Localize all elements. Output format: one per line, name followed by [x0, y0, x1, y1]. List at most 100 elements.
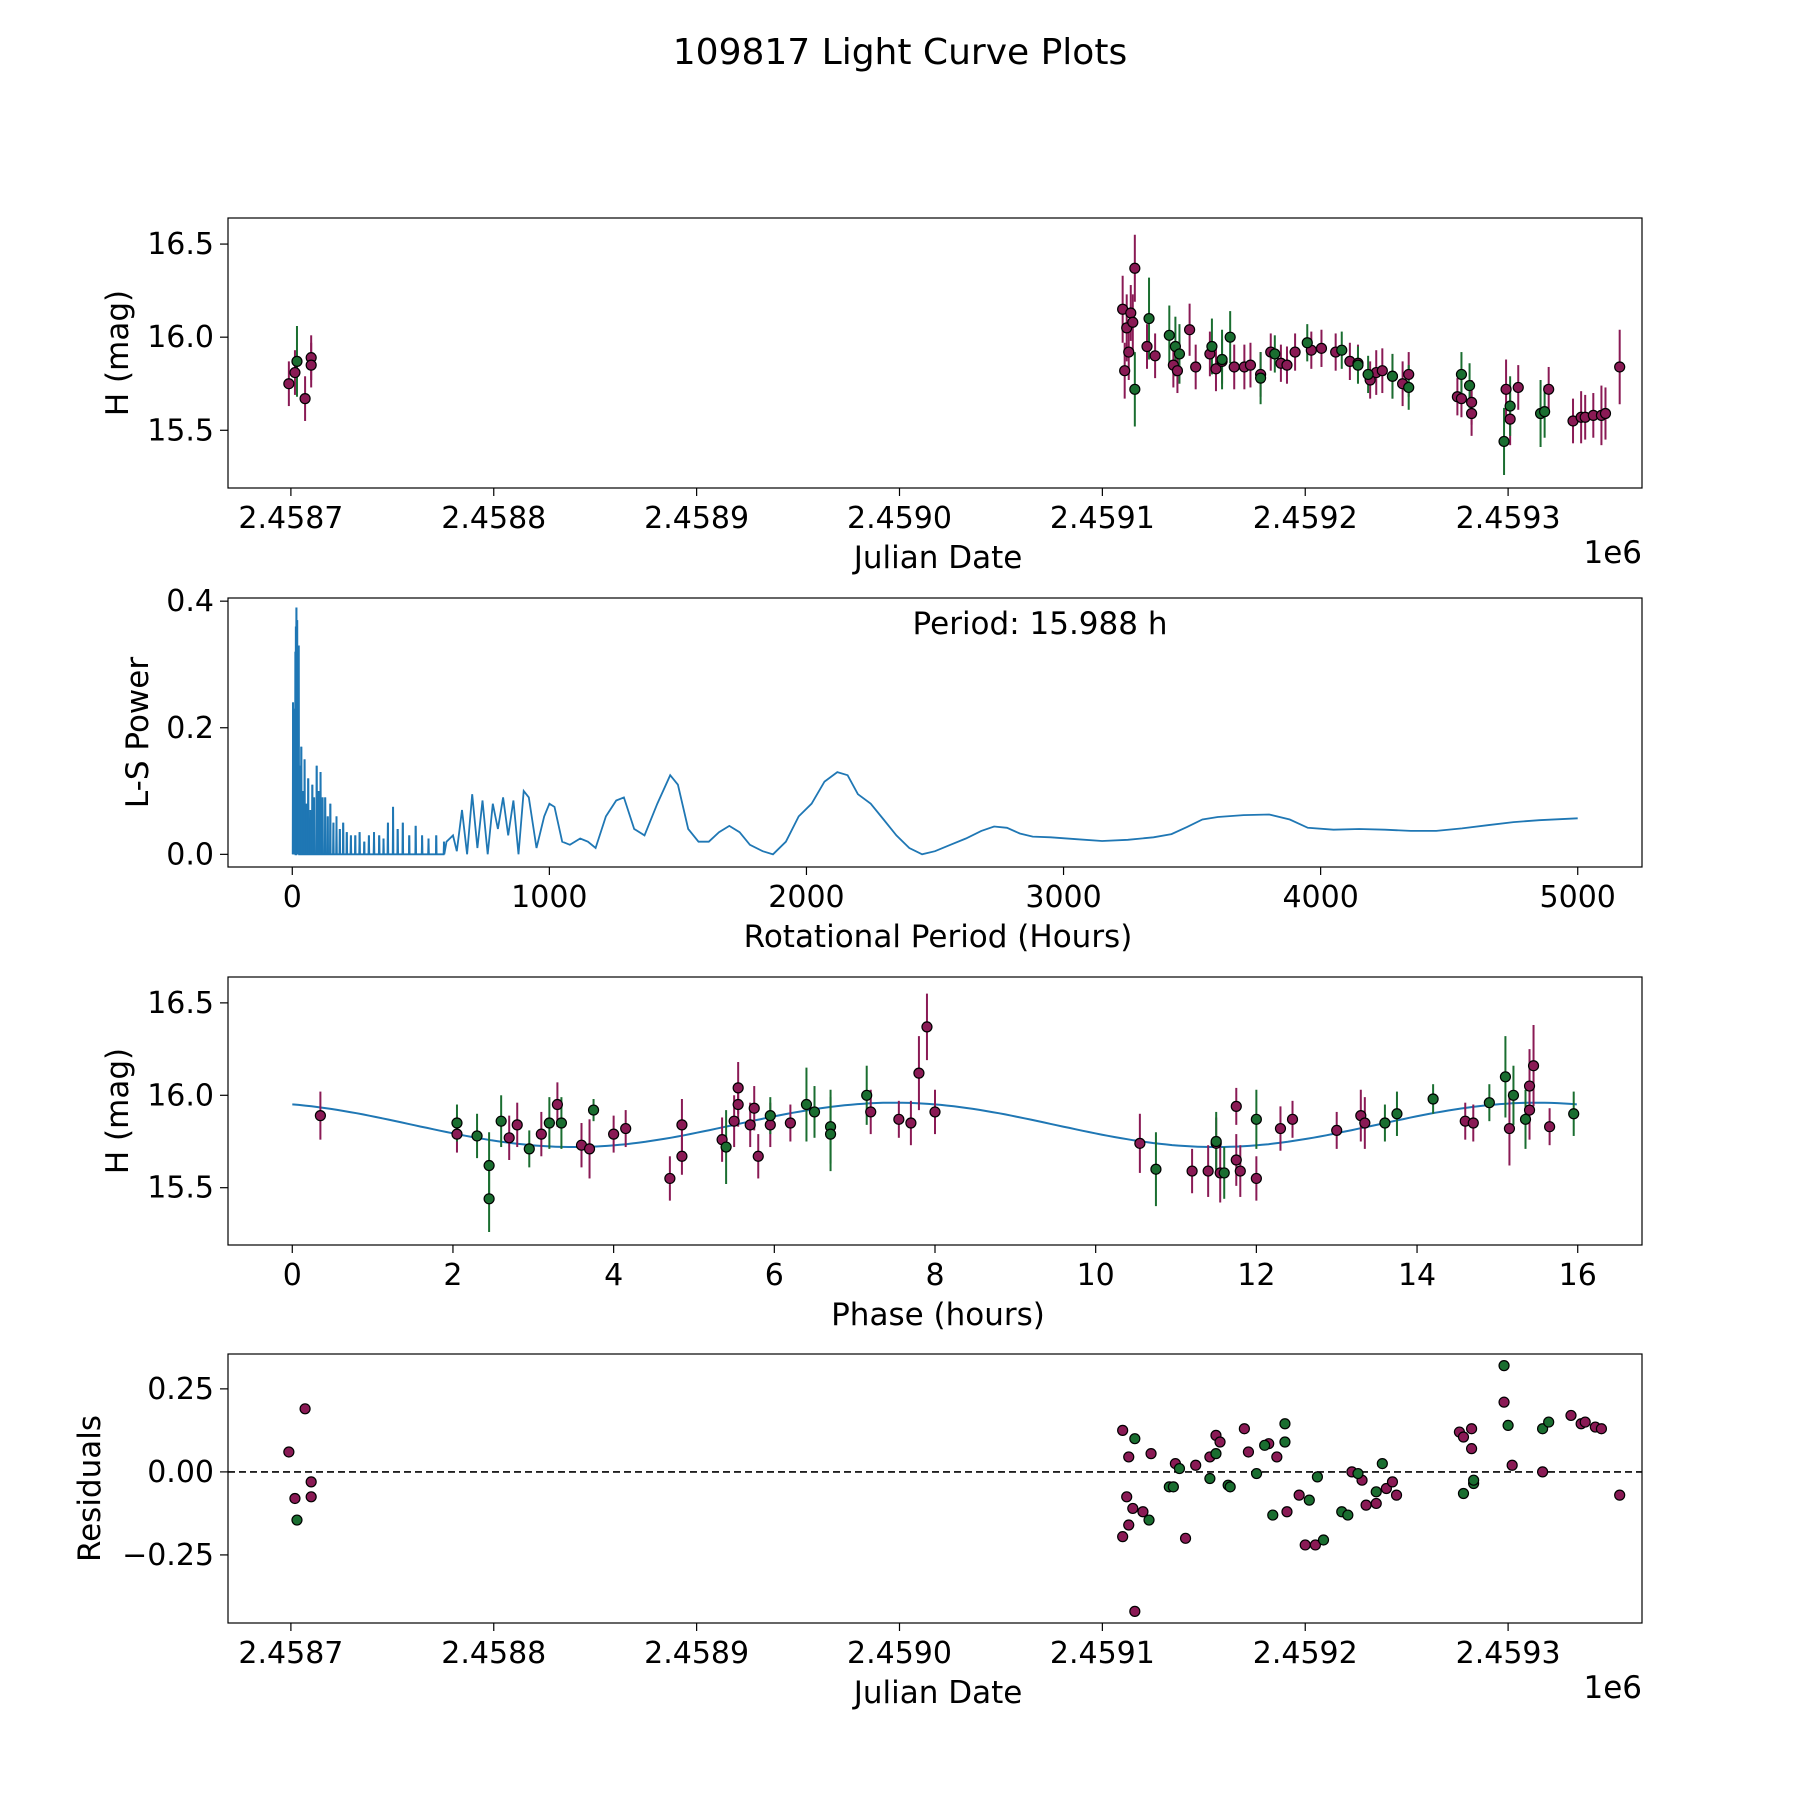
data-point-magenta [929, 1106, 941, 1118]
data-point-magenta [1370, 1497, 1382, 1510]
data-point-green [1483, 1097, 1495, 1109]
data-point-magenta [1299, 1539, 1311, 1551]
data-point-green [1259, 1439, 1271, 1451]
data-point-magenta [1523, 1104, 1536, 1116]
data-point-green [1504, 400, 1516, 412]
data-point-magenta [1614, 1489, 1626, 1501]
data-point-magenta [1315, 342, 1328, 354]
data-point-green [1457, 1487, 1470, 1500]
data-point-magenta [1506, 1459, 1518, 1471]
data-point-magenta [1498, 1396, 1510, 1408]
data-point-magenta [1141, 340, 1153, 353]
data-point-green [861, 1089, 873, 1101]
x-tick-label: 1000 [511, 880, 587, 915]
y-tick-label: 15.5 [147, 1171, 214, 1206]
x-axis-label: Phase (hours) [831, 1297, 1045, 1333]
y-axis-label: L-S Power [120, 657, 156, 808]
axes-frame [227, 976, 1643, 1246]
y-tick-label: 15.5 [147, 413, 214, 448]
data-point-magenta [1281, 1506, 1293, 1518]
data-point-green [1498, 1360, 1510, 1372]
data-point-magenta [1234, 1165, 1246, 1177]
data-point-green [1224, 1481, 1236, 1493]
axis-offset-label: 1e6 [1583, 1670, 1642, 1706]
x-axis-label: Julian Date [852, 1675, 1023, 1711]
data-point-magenta [1171, 365, 1184, 377]
data-point-magenta [1579, 1416, 1591, 1428]
x-tick-label: 2.4593 [1456, 501, 1561, 536]
y-axis-label: H (mag) [100, 290, 136, 416]
data-point-green [1352, 359, 1364, 371]
data-point-magenta [1565, 1409, 1577, 1422]
data-point-green [451, 1117, 463, 1129]
data-point-green [1502, 1419, 1514, 1432]
data-point-magenta [865, 1106, 877, 1118]
data-point-magenta [1544, 1121, 1556, 1133]
data-point-green [1386, 370, 1399, 382]
data-point-magenta [1286, 1113, 1299, 1125]
x-tick-label: 4000 [1282, 880, 1358, 915]
x-tick-label: 2.4592 [1253, 1636, 1358, 1671]
data-point-magenta [1244, 359, 1257, 371]
x-axis-label: Julian Date [852, 540, 1023, 576]
data-point-green [1379, 1117, 1391, 1129]
x-tick-label: 4 [604, 1258, 623, 1293]
data-point-magenta [551, 1098, 563, 1111]
data-point-green [720, 1141, 732, 1153]
data-point-magenta [535, 1128, 547, 1140]
y-axis-label: Residuals [72, 1415, 108, 1562]
data-point-magenta [1536, 1466, 1549, 1478]
x-tick-label: 0 [283, 1258, 302, 1293]
x-tick-label: 2.4590 [847, 501, 952, 536]
data-point-magenta [1527, 1060, 1540, 1072]
data-point-green [1301, 337, 1313, 349]
data-layer [283, 234, 1626, 475]
data-point-magenta [676, 1150, 688, 1162]
data-point-magenta [289, 366, 301, 379]
x-tick-label: 2.4592 [1253, 501, 1358, 536]
data-point-magenta [744, 1119, 756, 1131]
data-point-green [291, 1514, 303, 1526]
data-point-magenta [1145, 1448, 1157, 1460]
data-point-magenta [1386, 1476, 1399, 1488]
data-point-magenta [1123, 1451, 1135, 1463]
periodogram-line [291, 607, 1578, 856]
panel-periodogram: 0 1000 2000 3000 4000 5000 0.0 0.2 0.4 Rotational… [120, 584, 1643, 955]
data-point-green [523, 1143, 535, 1155]
data-point-green [1218, 1167, 1230, 1179]
data-point-magenta [283, 1446, 295, 1458]
data-point-green [1129, 1433, 1141, 1445]
data-point-green [1499, 1071, 1512, 1083]
data-point-green [495, 1115, 507, 1127]
data-point-magenta [305, 1491, 317, 1503]
figure-title: 109817 Light Curve Plots [673, 32, 1127, 73]
data-point-magenta [1184, 324, 1196, 336]
x-tick-label: 2.4590 [847, 1636, 952, 1671]
data-point-green [1150, 1163, 1162, 1175]
x-tick-label: 10 [1077, 1258, 1115, 1293]
x-tick-label: 6 [765, 1258, 784, 1293]
data-point-magenta [1465, 1423, 1478, 1435]
data-point-magenta [1250, 1172, 1262, 1185]
x-tick-label: 16 [1559, 1258, 1597, 1293]
panel-phased: 0 2 4 6 8 10 12 14 16 15.5 16.0 16.5 Phase (hours) H … [100, 976, 1643, 1333]
data-layer [291, 607, 1578, 856]
data-point-green [1250, 1467, 1263, 1480]
x-tick-label: 2000 [768, 880, 844, 915]
data-point-magenta [1293, 1489, 1305, 1501]
data-point-green [1267, 1509, 1279, 1521]
data-point-magenta [1309, 1539, 1321, 1551]
data-point-magenta [1190, 1459, 1202, 1471]
x-tick-label: 2.4587 [238, 1636, 343, 1671]
data-point-magenta [1512, 381, 1524, 394]
data-point-magenta [314, 1110, 326, 1122]
data-point-magenta [305, 1476, 317, 1488]
data-point-magenta [511, 1119, 523, 1131]
data-point-magenta [1467, 1117, 1479, 1129]
data-point-magenta [451, 1128, 463, 1140]
data-point-magenta [1210, 363, 1222, 375]
data-point-green [1507, 1089, 1520, 1101]
data-point-magenta [1523, 1080, 1536, 1092]
data-point-magenta [1500, 383, 1512, 395]
data-point-magenta [1129, 1605, 1141, 1617]
